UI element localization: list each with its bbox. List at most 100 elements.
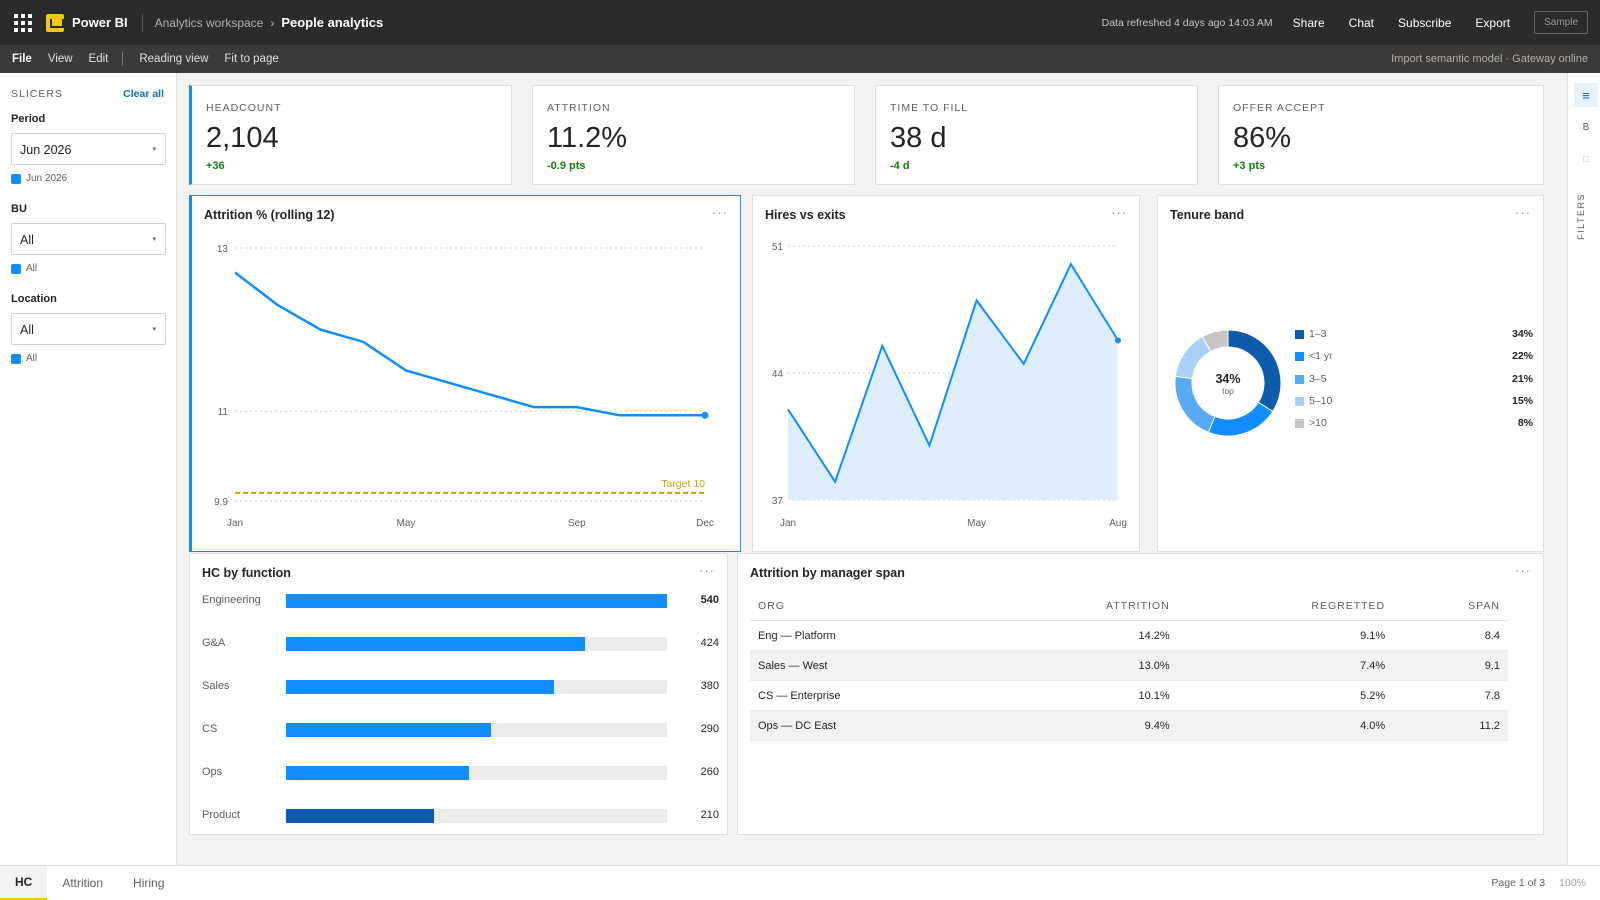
format-pane-icon[interactable]: ≡ <box>1574 83 1598 107</box>
bar-label: Product <box>202 809 240 821</box>
x-tick-label: Jan <box>780 518 796 529</box>
zoom-level[interactable]: 100% <box>1559 877 1586 889</box>
more-options-icon[interactable]: ··· <box>1111 205 1127 220</box>
legend-item[interactable]: <1 yr 22% <box>1295 350 1533 364</box>
slicer-period-chip[interactable]: Jun 2026 <box>11 173 67 184</box>
legend-label: >10 <box>1309 417 1327 430</box>
kpi-label: TIME TO FILL <box>890 102 969 114</box>
table-row[interactable]: Ops — DC East 9.4% 4.0% 11.2 <box>750 710 1508 741</box>
legend-item[interactable]: 1–3 34% <box>1295 328 1533 342</box>
menu-view[interactable]: View <box>47 53 73 65</box>
menu-bar: File View Edit Reading view Fit to page … <box>0 45 1600 73</box>
kpi-card-time-to-fill[interactable]: TIME TO FILL 38 d -4 d <box>875 85 1198 185</box>
kpi-label: ATTRITION <box>547 102 611 114</box>
legend-item[interactable]: >10 8% <box>1295 417 1533 431</box>
divider <box>122 52 124 66</box>
breadcrumb-workspace[interactable]: Analytics workspace <box>154 15 264 30</box>
bar-row[interactable]: Product 210 <box>202 806 719 826</box>
bar-row[interactable]: Sales 380 <box>202 677 719 697</box>
legend-item[interactable]: 5–10 15% <box>1295 395 1533 409</box>
page-tab-hiring[interactable]: Hiring <box>133 876 165 890</box>
visual-hires-vs-exits[interactable]: Hires vs exits ··· 51 44 37 Jan May Aug <box>752 195 1140 552</box>
table-cell: CS — Enterprise <box>750 680 987 711</box>
reading-view-button[interactable]: Reading view <box>139 53 209 65</box>
visual-attrition-rolling[interactable]: Attrition % (rolling 12) ··· 13 11 9.9 Targ… <box>189 195 741 552</box>
chat-button[interactable]: Chat <box>1348 15 1375 30</box>
sample-badge[interactable]: Sample <box>1534 11 1588 34</box>
slicer-location-label: Location <box>11 293 57 305</box>
more-options-icon[interactable]: ··· <box>712 205 728 220</box>
hires-series-line <box>787 262 1119 485</box>
bar-row[interactable]: CS 290 <box>202 720 719 740</box>
app-launcher-icon[interactable] <box>14 13 32 32</box>
kpi-value: 2,104 <box>206 122 279 154</box>
kpi-card-attrition[interactable]: ATTRITION 11.2% -0.9 pts <box>532 85 855 185</box>
bookmarks-icon[interactable]: B <box>1582 121 1590 133</box>
attrition-line-chart: 13 11 9.9 Target 10 Jan May Sep Dec <box>214 244 714 529</box>
bar-track <box>286 723 667 737</box>
slicer-bu-chip[interactable]: All <box>11 263 37 274</box>
column-header-regretted[interactable]: REGRETTED <box>1177 592 1394 621</box>
fit-to-page-button[interactable]: Fit to page <box>224 53 279 65</box>
model-status: Import semantic model · Gateway online <box>1391 53 1588 65</box>
visual-hc-by-function[interactable]: HC by function ··· Engineering 540 G&A 424 S… <box>189 553 728 835</box>
share-button[interactable]: Share <box>1292 15 1325 30</box>
table-header-row: ORG ATTRITION REGRETTED SPAN <box>750 592 1508 621</box>
selection-icon[interactable]: □ <box>1582 153 1590 165</box>
legend-item[interactable]: 3–5 21% <box>1295 373 1533 387</box>
donut-center-value: 34% <box>1215 372 1241 386</box>
kpi-delta: -4 d <box>890 160 910 172</box>
slicer-bu-selected: All <box>26 263 38 274</box>
clear-all-button[interactable]: Clear all <box>123 88 164 100</box>
donut-center: 34% top <box>1173 372 1283 396</box>
checkbox-icon <box>11 173 21 184</box>
subscribe-button[interactable]: Subscribe <box>1398 15 1452 30</box>
table-cell: 9.1% <box>1177 620 1394 651</box>
slicer-location-dropdown[interactable]: All ▾ <box>11 313 166 345</box>
visual-manager-span[interactable]: Attrition by manager span ··· ORG ATTRIT… <box>737 553 1544 835</box>
more-options-icon[interactable]: ··· <box>1515 205 1531 220</box>
table-cell: 7.8 <box>1393 680 1508 711</box>
x-tick-label: Dec <box>696 518 714 529</box>
bar-value: 290 <box>700 723 719 735</box>
column-header-span[interactable]: SPAN <box>1393 592 1508 621</box>
table-row[interactable]: CS — Enterprise 10.1% 5.2% 7.8 <box>750 680 1508 711</box>
chevron-right-icon: › <box>270 15 275 30</box>
export-button[interactable]: Export <box>1475 15 1511 30</box>
table-cell: Eng — Platform <box>750 620 987 651</box>
table-row[interactable]: Sales — West 13.0% 7.4% 9.1 <box>750 650 1508 681</box>
legend-swatch <box>1295 396 1304 406</box>
slicer-bu-dropdown[interactable]: All ▾ <box>11 223 166 255</box>
kpi-label: OFFER ACCEPT <box>1233 102 1326 114</box>
hires-area-fill <box>788 264 1118 500</box>
slicer-location-chip[interactable]: All <box>11 353 37 364</box>
column-header-attrition[interactable]: ATTRITION <box>986 592 1178 621</box>
menu-edit[interactable]: Edit <box>88 53 109 65</box>
kpi-card-offer-accept[interactable]: OFFER ACCEPT 86% +3 pts <box>1218 85 1544 185</box>
x-tick-label: Aug <box>1109 518 1127 529</box>
visual-tenure-band[interactable]: Tenure band ··· 34% top 1–3 34% <1 yr 22% 3–… <box>1157 195 1544 552</box>
page-tab-hc[interactable]: HC <box>0 865 48 900</box>
table-row[interactable]: Eng — Platform 14.2% 9.1% 8.4 <box>750 620 1508 651</box>
more-options-icon[interactable]: ··· <box>699 563 715 578</box>
bar-row[interactable]: G&A 424 <box>202 634 719 654</box>
slicer-period-label: Period <box>11 113 46 125</box>
page-tab-attrition[interactable]: Attrition <box>62 876 104 890</box>
report-canvas: HEADCOUNT 2,104 +36 ATTRITION 11.2% -0.9… <box>177 73 1567 865</box>
menu-file[interactable]: File <box>12 53 32 65</box>
bar-row[interactable]: Ops 260 <box>202 763 719 783</box>
column-header-org[interactable]: ORG <box>750 592 987 621</box>
filters-pane-toggle[interactable]: FILTERS <box>1576 193 1586 240</box>
kpi-card-headcount[interactable]: HEADCOUNT 2,104 +36 <box>189 85 512 185</box>
bar-row[interactable]: Engineering 540 <box>202 591 719 611</box>
chevron-down-icon: ▾ <box>152 236 156 243</box>
more-options-icon[interactable]: ··· <box>1515 563 1531 578</box>
legend-swatch <box>1295 374 1304 384</box>
bar-label: Ops <box>202 766 223 778</box>
legend-swatch <box>1295 352 1304 362</box>
slicer-period-dropdown[interactable]: Jun 2026 ▾ <box>11 133 166 165</box>
y-tick-label: 51 <box>772 242 784 253</box>
app-name[interactable]: Power BI <box>72 15 128 30</box>
table-cell: Ops — DC East <box>750 710 987 741</box>
bar-fill <box>286 680 555 694</box>
